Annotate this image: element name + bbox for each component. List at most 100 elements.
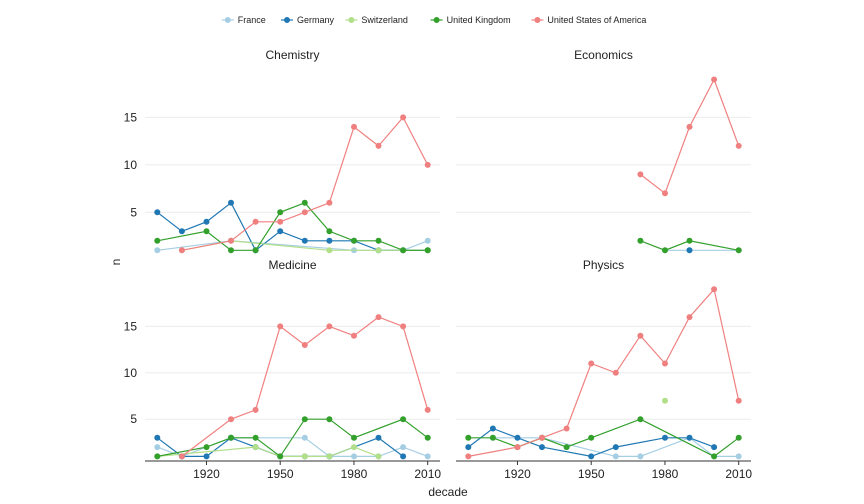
data-point-1980 [662, 247, 668, 254]
data-point-2000 [400, 323, 407, 330]
x-tick-label-2010: 2010 [725, 467, 752, 481]
data-point-2000 [400, 247, 407, 254]
facet-medicine: Medicine 5 10 15 1920 1950 1980 2010 [124, 258, 442, 481]
x-tick-label-1920: 1920 [193, 467, 220, 481]
data-point-1990 [686, 247, 693, 254]
series-line [157, 418, 429, 458]
data-point-1960 [301, 434, 308, 441]
x-tick-label-2010: 2010 [414, 467, 441, 481]
data-point-1970 [326, 237, 333, 244]
data-point-1900 [465, 444, 472, 451]
series-germany [465, 425, 718, 460]
data-point-1970 [637, 453, 644, 460]
data-point-1990 [375, 237, 382, 244]
data-point-2010 [735, 434, 742, 441]
data-point-1970 [326, 453, 333, 460]
data-point-1980 [351, 123, 357, 130]
y-axis-title: n [109, 259, 123, 266]
legend-item-france: France [221, 15, 266, 25]
data-point-1970 [637, 237, 644, 244]
data-point-2000 [711, 286, 718, 293]
data-point-1970 [326, 416, 333, 423]
data-point-1910 [489, 425, 496, 432]
y-tick-label-15: 15 [124, 110, 138, 124]
series-switzerland [662, 397, 668, 404]
data-point-1990 [375, 142, 382, 149]
data-point-1970 [637, 332, 644, 339]
data-point-1970 [326, 247, 333, 254]
data-point-1950 [277, 209, 284, 216]
data-point-2010 [424, 453, 431, 460]
data-point-1950 [588, 453, 595, 460]
series-germany [686, 247, 693, 254]
data-point-1940 [252, 247, 259, 254]
data-point-2010 [735, 142, 742, 149]
data-point-1980 [662, 434, 668, 441]
data-point-1900 [154, 247, 161, 254]
data-point-1980 [351, 444, 357, 451]
data-point-1920 [203, 444, 210, 451]
data-point-2010 [424, 434, 431, 441]
data-point-1960 [301, 209, 308, 216]
data-point-2010 [424, 406, 431, 413]
data-point-1990 [686, 237, 693, 244]
data-point-1910 [178, 228, 185, 235]
data-point-1990 [686, 434, 693, 441]
facet-panels: Chemistry 5 10 15 Economics Medicine 5 10 15 1920… [124, 48, 753, 481]
data-point-1930 [539, 434, 545, 441]
series-united-states-of-america [465, 286, 742, 460]
data-point-1960 [301, 453, 308, 460]
series-line [181, 116, 429, 251]
legend-key-dot [224, 17, 231, 23]
data-point-2000 [400, 453, 407, 460]
data-point-1980 [351, 237, 357, 244]
legend-label: United States of America [547, 15, 646, 25]
series-united-kingdom [154, 199, 431, 254]
x-tick-label-1950: 1950 [578, 467, 605, 481]
data-point-2000 [711, 453, 718, 460]
series-united-kingdom [154, 416, 431, 460]
data-point-1900 [154, 434, 161, 441]
data-point-2010 [735, 247, 742, 254]
data-point-1920 [514, 434, 521, 441]
data-point-2000 [711, 444, 718, 451]
facet-economics: Economics [456, 48, 751, 254]
legend: France Germany Switzerland United Kingdom Un… [221, 15, 646, 25]
data-point-1990 [686, 123, 693, 130]
x-tick-label-1980: 1980 [652, 467, 679, 481]
data-point-1920 [514, 444, 521, 451]
data-point-1980 [662, 360, 668, 367]
data-point-1960 [612, 444, 619, 451]
data-point-1970 [326, 228, 333, 235]
data-point-1910 [489, 434, 496, 441]
y-tick-label-10: 10 [124, 366, 138, 380]
data-point-1900 [154, 453, 161, 460]
data-point-1920 [203, 228, 210, 235]
legend-label: France [238, 15, 266, 25]
data-point-1960 [612, 453, 619, 460]
data-point-2000 [400, 444, 407, 451]
data-point-1930 [228, 416, 234, 423]
legend-label: United Kingdom [447, 15, 511, 25]
series-line [157, 202, 428, 251]
y-tick-label-5: 5 [130, 205, 137, 219]
data-point-1950 [277, 323, 284, 330]
data-point-1940 [563, 444, 570, 451]
data-point-1920 [203, 218, 210, 225]
data-point-1950 [588, 434, 595, 441]
data-point-2010 [735, 397, 742, 404]
data-point-1940 [252, 406, 259, 413]
data-point-1950 [277, 228, 284, 235]
data-point-1970 [326, 323, 333, 330]
data-point-2000 [400, 114, 407, 121]
series-united-states-of-america [178, 114, 431, 254]
data-point-1960 [301, 237, 308, 244]
data-point-1900 [465, 434, 472, 441]
data-point-1970 [637, 416, 644, 423]
data-point-1980 [662, 190, 668, 197]
data-point-1940 [252, 218, 259, 225]
legend-key-dot [534, 17, 541, 23]
data-point-1940 [252, 434, 259, 441]
data-point-1900 [154, 237, 161, 244]
